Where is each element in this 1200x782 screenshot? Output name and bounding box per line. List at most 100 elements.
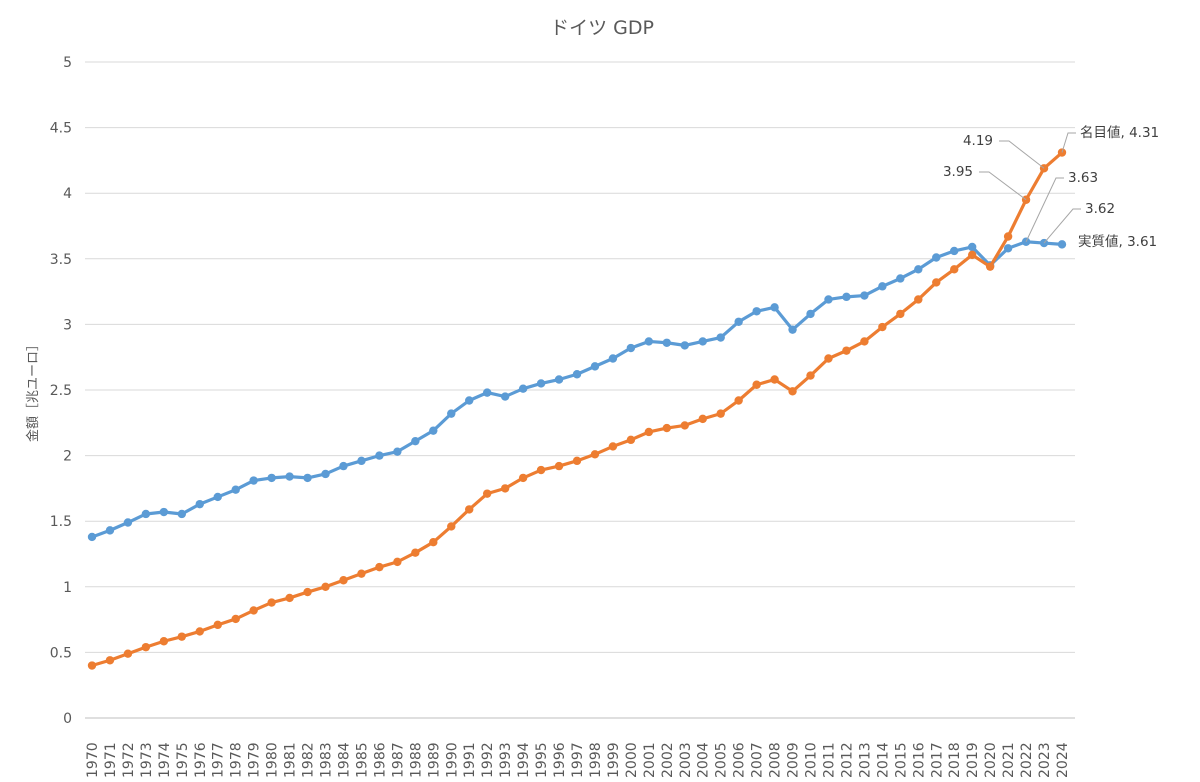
data-point xyxy=(500,392,510,401)
data-point xyxy=(967,242,977,252)
data-label-leader-line xyxy=(1061,132,1076,153)
data-point xyxy=(518,473,528,483)
data-point xyxy=(752,307,761,316)
data-point xyxy=(644,337,654,346)
data-point xyxy=(590,362,600,371)
data-point xyxy=(339,461,348,471)
data-point xyxy=(698,337,707,346)
y-tick-label: 2 xyxy=(63,449,72,465)
x-tick-label: 1973 xyxy=(139,742,155,778)
x-tick-label: 2012 xyxy=(839,742,855,778)
data-point xyxy=(680,341,689,350)
data-point xyxy=(447,409,456,418)
x-tick-label: 1978 xyxy=(229,742,245,778)
x-tick-label: 1992 xyxy=(480,742,496,778)
data-point xyxy=(662,338,672,347)
data-point xyxy=(788,325,797,334)
x-tick-label: 2021 xyxy=(1001,742,1017,778)
data-point xyxy=(1039,164,1049,173)
x-tick-label: 1970 xyxy=(85,742,101,778)
data-label: 名目値, 4.31 xyxy=(1080,125,1159,141)
data-point xyxy=(429,537,438,547)
x-tick-label: 2020 xyxy=(983,742,999,778)
data-point xyxy=(159,507,169,517)
data-point xyxy=(393,447,402,456)
data-point xyxy=(267,598,276,607)
data-point xyxy=(429,426,438,435)
x-tick-label: 1990 xyxy=(444,742,460,778)
data-point xyxy=(177,509,187,519)
data-point xyxy=(500,484,510,493)
y-tick-label: 0.5 xyxy=(50,645,72,661)
data-point xyxy=(734,317,743,326)
data-point xyxy=(375,562,384,572)
data-point xyxy=(734,396,743,405)
chart-title: ドイツ GDP xyxy=(550,17,654,39)
data-point xyxy=(303,587,312,597)
x-tick-label: 2018 xyxy=(947,742,963,778)
data-point xyxy=(842,292,851,302)
data-point xyxy=(177,632,187,641)
x-tick-label: 1980 xyxy=(265,742,281,778)
data-point xyxy=(518,384,528,393)
x-tick-label: 1998 xyxy=(588,742,604,778)
data-point xyxy=(896,274,905,283)
data-point xyxy=(896,309,905,319)
x-tick-label: 2016 xyxy=(911,742,927,778)
data-point xyxy=(860,337,869,346)
data-point xyxy=(87,661,97,670)
data-point xyxy=(716,333,725,342)
x-tick-label: 1975 xyxy=(175,742,191,778)
x-tick-label: 1995 xyxy=(534,742,550,778)
data-point xyxy=(914,295,923,304)
data-point xyxy=(554,461,564,471)
x-tick-label: 2023 xyxy=(1037,742,1053,778)
data-point xyxy=(339,576,348,585)
x-tick-label: 2017 xyxy=(929,742,945,778)
data-point xyxy=(465,505,474,514)
x-tick-label: 1997 xyxy=(570,742,586,778)
data-point xyxy=(860,291,869,300)
data-point xyxy=(321,582,330,591)
data-point xyxy=(249,476,258,485)
data-point xyxy=(554,375,564,384)
data-point xyxy=(105,656,115,665)
data-label-leader-line xyxy=(979,171,1027,201)
data-label-leader-line xyxy=(1025,177,1064,242)
data-point xyxy=(788,387,797,396)
x-tick-label: 1984 xyxy=(336,742,352,778)
y-tick-label: 4.5 xyxy=(50,121,72,137)
data-point xyxy=(644,427,654,437)
data-point xyxy=(141,509,151,519)
x-tick-label: 1986 xyxy=(372,742,388,778)
series-line-nominal xyxy=(91,151,1064,668)
data-point xyxy=(231,485,240,494)
data-point xyxy=(572,456,582,466)
data-point xyxy=(249,606,258,615)
x-tick-label: 1994 xyxy=(516,742,532,778)
x-tick-label: 1987 xyxy=(390,742,406,778)
data-point xyxy=(716,409,725,418)
data-point xyxy=(447,522,456,531)
x-tick-label: 1979 xyxy=(247,742,263,778)
data-point xyxy=(195,627,204,636)
data-point xyxy=(123,649,133,658)
data-point xyxy=(824,354,833,363)
data-label-leader-line xyxy=(1043,208,1081,244)
data-point xyxy=(267,473,276,483)
x-tick-label: 2002 xyxy=(660,742,676,778)
x-tick-label: 2011 xyxy=(821,742,837,778)
x-tick-label: 2014 xyxy=(875,742,891,778)
data-point xyxy=(411,548,420,557)
data-point xyxy=(482,489,492,498)
x-tick-label: 2022 xyxy=(1019,742,1035,778)
data-point xyxy=(105,526,115,535)
x-tick-label: 2019 xyxy=(965,742,981,778)
data-point xyxy=(985,262,995,271)
data-point xyxy=(195,499,204,509)
x-tick-label: 1999 xyxy=(606,742,622,778)
data-point xyxy=(932,278,941,287)
data-point xyxy=(159,637,169,646)
data-point xyxy=(213,492,222,502)
